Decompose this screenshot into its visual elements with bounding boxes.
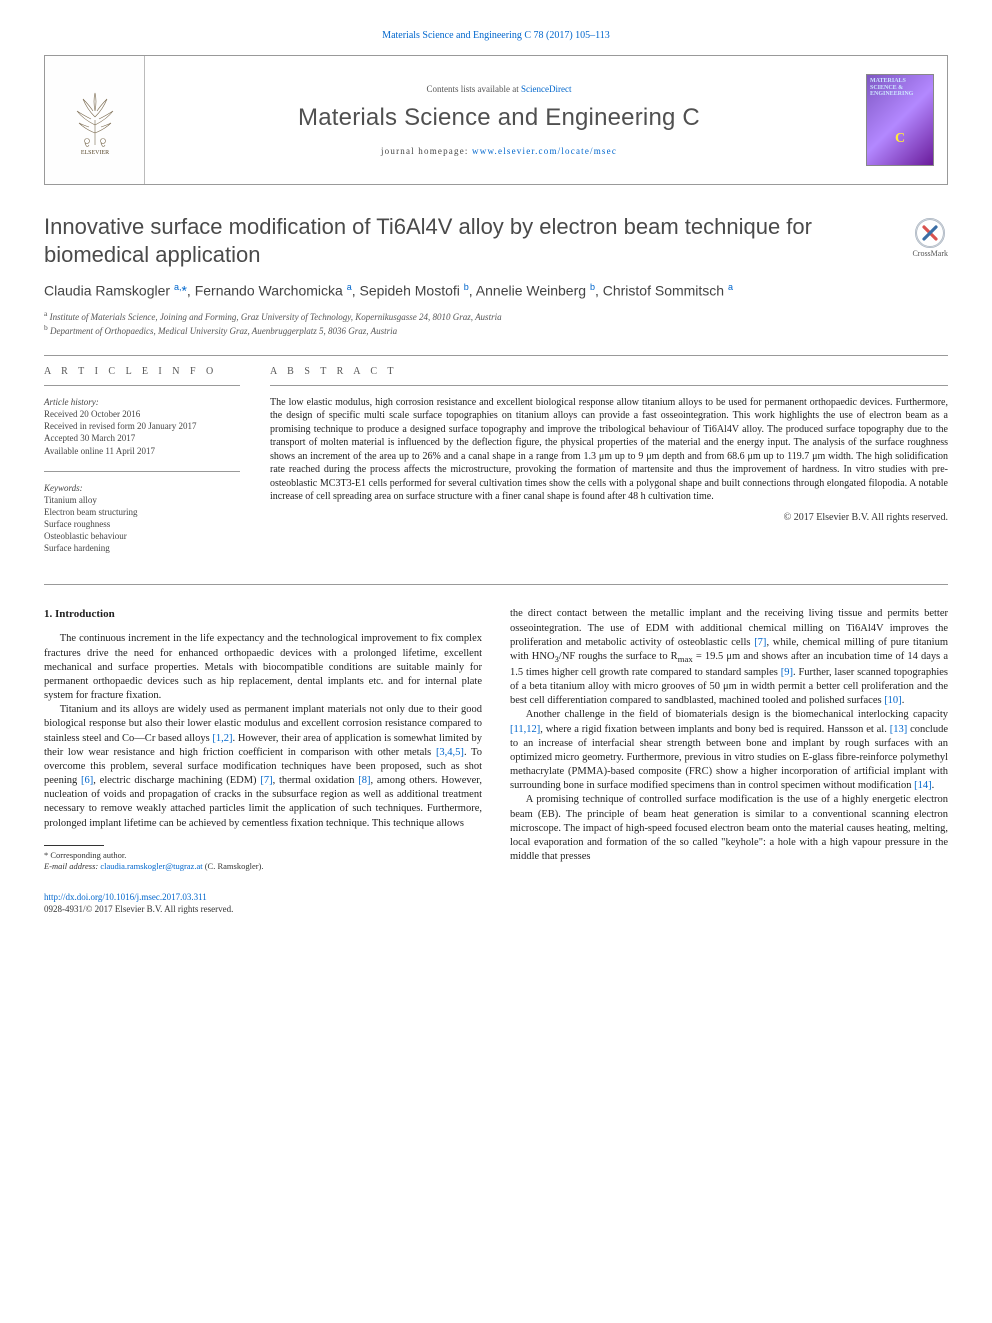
abstract-text: The low elastic modulus, high corrosion …	[270, 396, 948, 504]
homepage-prefix: journal homepage:	[381, 146, 472, 156]
keyword: Surface hardening	[44, 542, 240, 554]
svg-text:ELSEVIER: ELSEVIER	[80, 150, 108, 155]
email-suffix: (C. Ramskogler).	[205, 861, 264, 871]
article-title: Innovative surface modification of Ti6Al…	[44, 213, 896, 268]
keywords-block: Keywords: Titanium alloy Electron beam s…	[44, 482, 240, 555]
divider	[44, 355, 948, 356]
keyword: Surface roughness	[44, 518, 240, 530]
body-column-right: the direct contact between the metallic …	[510, 607, 948, 871]
journal-reference[interactable]: Materials Science and Engineering C 78 (…	[44, 30, 948, 41]
journal-homepage: journal homepage: www.elsevier.com/locat…	[381, 146, 617, 156]
contents-prefix: Contents lists available at	[427, 84, 521, 94]
crossmark-icon	[914, 217, 946, 249]
issn-copyright: 0928-4931/© 2017 Elsevier B.V. All right…	[44, 904, 948, 916]
journal-banner: ELSEVIER Contents lists available at Sci…	[44, 55, 948, 185]
page-footer: http://dx.doi.org/10.1016/j.msec.2017.03…	[44, 892, 948, 915]
publisher-logo-container: ELSEVIER	[45, 56, 145, 184]
article-history: Article history: Received 20 October 201…	[44, 396, 240, 457]
keyword: Osteoblastic behaviour	[44, 530, 240, 542]
corresp-email-line: E-mail address: claudia.ramskogler@tugra…	[44, 861, 482, 872]
article-info-heading: A R T I C L E I N F O	[44, 366, 240, 377]
crossmark-widget[interactable]: CrossMark	[912, 213, 948, 258]
corresponding-author-footnote: * Corresponding author. E-mail address: …	[44, 850, 482, 872]
divider	[270, 385, 948, 386]
email-label: E-mail address:	[44, 861, 98, 871]
banner-center: Contents lists available at ScienceDirec…	[145, 56, 853, 184]
doi-link[interactable]: http://dx.doi.org/10.1016/j.msec.2017.03…	[44, 892, 207, 902]
paragraph: The continuous increment in the life exp…	[44, 632, 482, 703]
journal-cover: MATERIALS SCIENCE & ENGINEERING C	[866, 74, 934, 166]
body-text: 1. Introduction The continuous increment…	[44, 607, 948, 871]
paragraph: A promising technique of controlled surf…	[510, 793, 948, 864]
divider	[44, 385, 240, 386]
section-heading-intro: 1. Introduction	[44, 607, 482, 622]
footnote-rule	[44, 845, 104, 846]
paragraph: the direct contact between the metallic …	[510, 607, 948, 708]
sciencedirect-link[interactable]: ScienceDirect	[521, 84, 571, 94]
history-label: Article history:	[44, 396, 240, 408]
contents-list-line: Contents lists available at ScienceDirec…	[427, 84, 572, 94]
keyword: Electron beam structuring	[44, 506, 240, 518]
crossmark-label: CrossMark	[912, 249, 948, 258]
authors-list: Claudia Ramskogler a,*, Fernando Warchom…	[44, 282, 948, 299]
article-info-column: A R T I C L E I N F O Article history: R…	[44, 366, 240, 569]
affiliation-b: b Department of Orthopaedics, Medical Un…	[44, 323, 948, 337]
received-date: Received 20 October 2016	[44, 408, 240, 420]
keywords-label: Keywords:	[44, 482, 240, 494]
corresp-email-link[interactable]: claudia.ramskogler@tugraz.at	[100, 861, 202, 871]
elsevier-logo: ELSEVIER	[65, 85, 125, 155]
journal-cover-container: MATERIALS SCIENCE & ENGINEERING C	[853, 56, 947, 184]
accepted-date: Accepted 30 March 2017	[44, 432, 240, 444]
paragraph: Another challenge in the field of biomat…	[510, 708, 948, 793]
revised-date: Received in revised form 20 January 2017	[44, 420, 240, 432]
paragraph: Titanium and its alloys are widely used …	[44, 703, 482, 831]
homepage-link[interactable]: www.elsevier.com/locate/msec	[472, 146, 617, 156]
affiliations: a Institute of Materials Science, Joinin…	[44, 309, 948, 337]
journal-name: Materials Science and Engineering C	[298, 104, 700, 132]
affiliation-a: a Institute of Materials Science, Joinin…	[44, 309, 948, 323]
abstract-column: A B S T R A C T The low elastic modulus,…	[270, 366, 948, 569]
cover-letter-c: C	[895, 131, 905, 147]
abstract-heading: A B S T R A C T	[270, 366, 948, 377]
corresp-label: * Corresponding author.	[44, 850, 482, 861]
online-date: Available online 11 April 2017	[44, 445, 240, 457]
body-column-left: 1. Introduction The continuous increment…	[44, 607, 482, 871]
divider	[44, 584, 948, 585]
abstract-copyright: © 2017 Elsevier B.V. All rights reserved…	[270, 512, 948, 523]
cover-title: MATERIALS SCIENCE & ENGINEERING	[870, 78, 930, 98]
divider	[44, 471, 240, 472]
keyword: Titanium alloy	[44, 494, 240, 506]
